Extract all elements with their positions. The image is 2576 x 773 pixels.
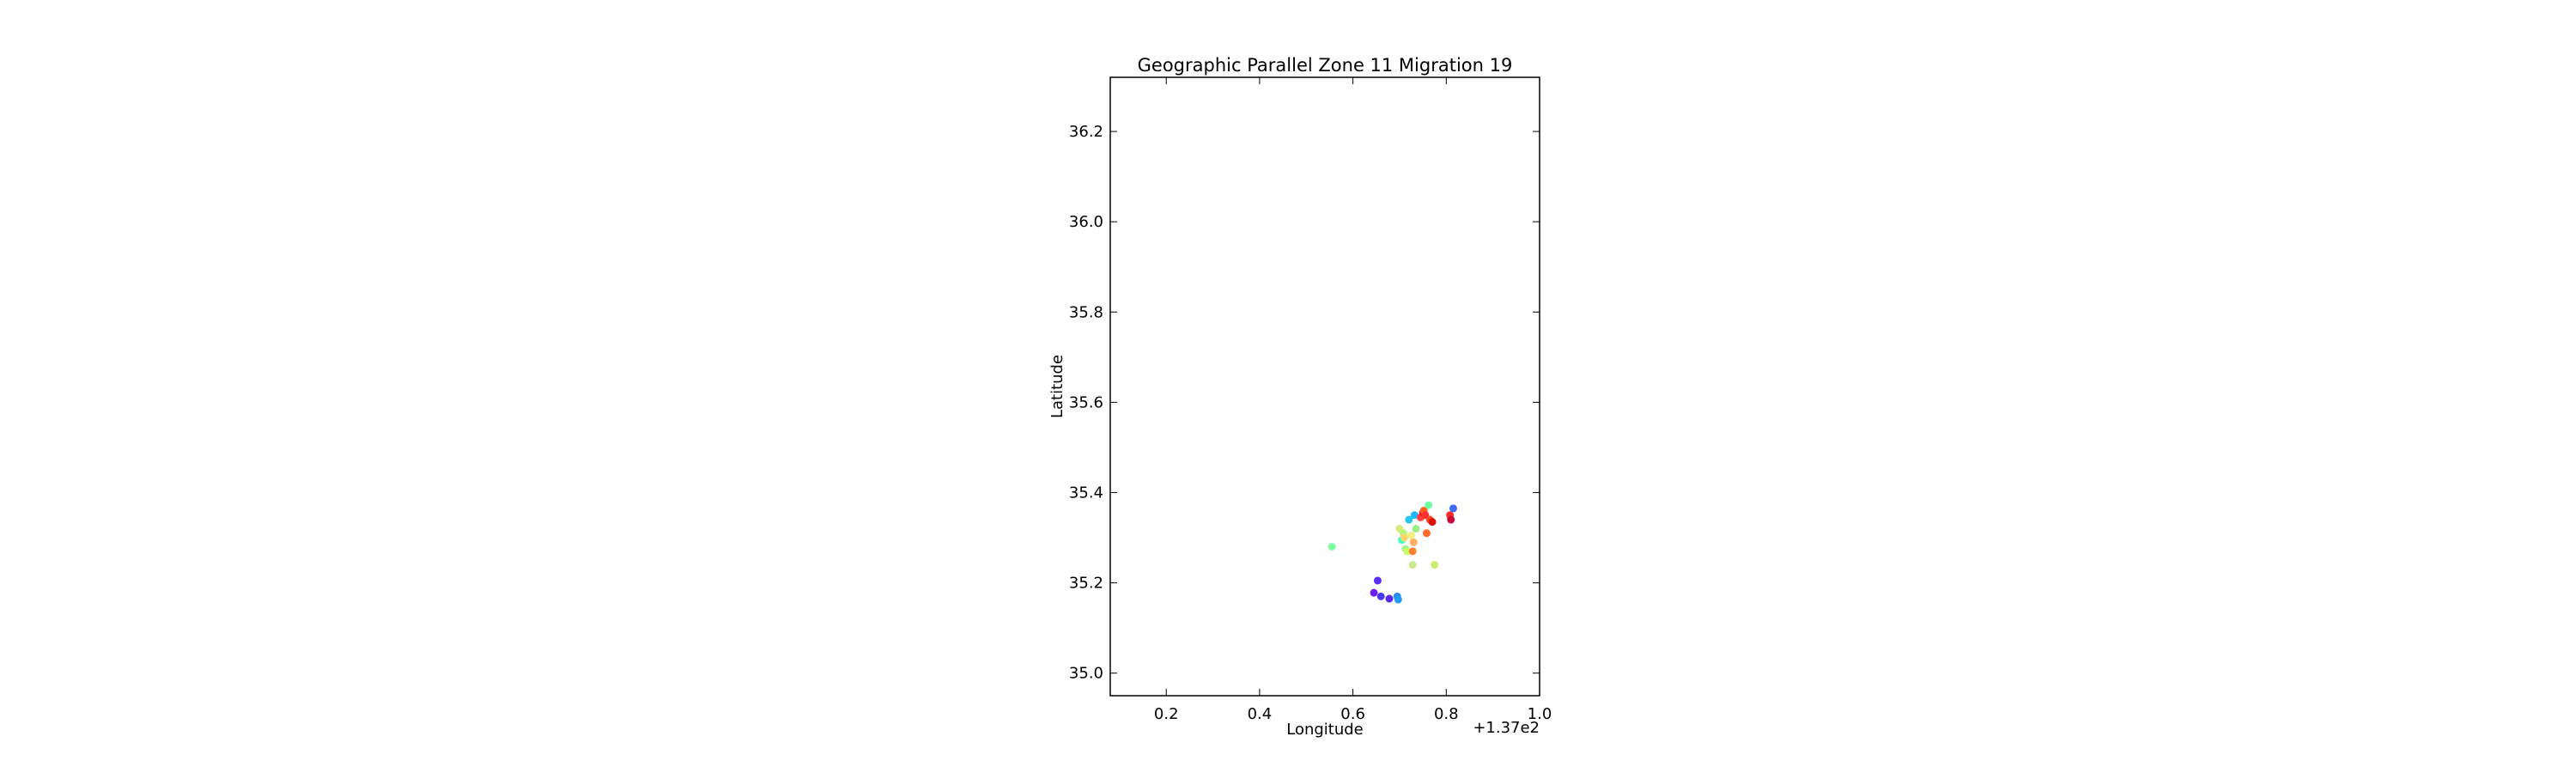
data-point [1405,515,1413,524]
data-point [1376,592,1385,600]
data-point [1407,531,1416,539]
x-axis-label: Longitude [1286,721,1364,739]
x-tick-label: 0.6 [1340,705,1365,723]
y-axis-label: Latitude [1048,355,1066,418]
data-point [1385,594,1394,603]
data-point [1431,561,1439,569]
data-point [1410,511,1419,520]
data-point [1394,595,1402,604]
data-point [1403,547,1412,556]
x-tick-label: 0.4 [1248,705,1273,723]
y-tick-label: 35.2 [1069,575,1103,593]
y-axis: 35.0 35.2 35.4 35.6 35.8 36.0 36.2 [1069,123,1540,683]
data-point [1370,588,1378,597]
y-tick-label: 35.0 [1069,665,1103,683]
data-point [1447,515,1455,524]
data-point [1373,576,1382,585]
y-tick-label: 35.4 [1069,484,1103,502]
data-point [1425,501,1433,509]
data-point [1449,504,1457,513]
y-tick-label: 35.8 [1069,303,1103,321]
y-tick-label: 35.6 [1069,393,1103,411]
x-tick-label: 0.2 [1154,705,1179,723]
x-axis-offset-label: +1.37e2 [1473,719,1540,737]
data-point [1408,547,1417,556]
data-point [1428,518,1437,526]
data-point [1409,538,1418,546]
x-axis: 0.2 0.4 0.6 0.8 1.0 [1154,77,1552,723]
data-point [1412,525,1420,533]
data-points [1327,501,1457,604]
x-tick-label: 0.8 [1434,705,1459,723]
data-point [1400,533,1408,542]
data-point [1408,561,1417,569]
chart-title: Geographic Parallel Zone 11 Migration 19 [1138,55,1513,76]
x-tick-label: 1.0 [1528,705,1552,723]
y-tick-label: 36.2 [1069,123,1103,141]
data-point [1422,529,1431,538]
data-point [1327,543,1336,551]
plot-area [1109,76,1540,697]
y-tick-label: 36.0 [1069,213,1103,231]
